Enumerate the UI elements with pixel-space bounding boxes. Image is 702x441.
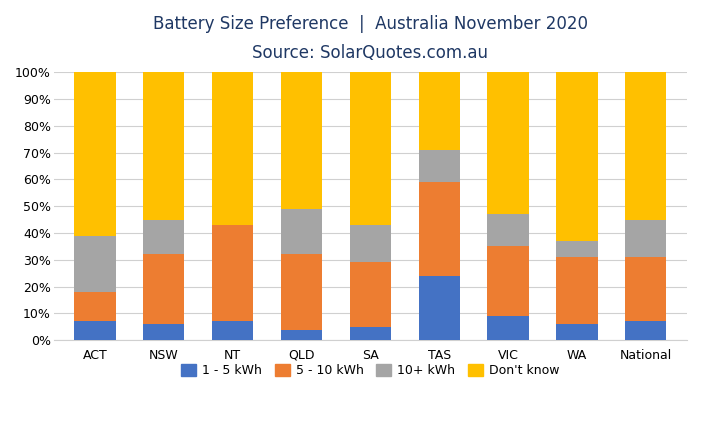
Bar <box>281 209 322 254</box>
Bar <box>350 72 391 225</box>
Bar <box>281 254 322 329</box>
Bar <box>487 72 529 214</box>
Bar <box>350 262 391 327</box>
Bar <box>212 225 253 321</box>
Bar <box>625 220 666 257</box>
Legend: 1 - 5 kWh, 5 - 10 kWh, 10+ kWh, Don't know: 1 - 5 kWh, 5 - 10 kWh, 10+ kWh, Don't kn… <box>176 359 564 382</box>
Bar <box>350 327 391 340</box>
Bar <box>74 292 116 321</box>
Bar <box>625 257 666 321</box>
Bar <box>143 324 185 340</box>
Bar <box>625 321 666 340</box>
Bar <box>487 214 529 247</box>
Title: Battery Size Preference  |  Australia November 2020
Source: SolarQuotes.com.au: Battery Size Preference | Australia Nove… <box>153 15 588 62</box>
Bar <box>143 220 185 254</box>
Bar <box>143 254 185 324</box>
Bar <box>281 329 322 340</box>
Bar <box>281 72 322 209</box>
Bar <box>74 235 116 292</box>
Bar <box>212 321 253 340</box>
Bar <box>556 241 597 257</box>
Bar <box>74 321 116 340</box>
Bar <box>556 257 597 324</box>
Bar <box>418 182 460 276</box>
Bar <box>556 72 597 241</box>
Bar <box>418 150 460 182</box>
Bar <box>143 72 185 220</box>
Bar <box>487 247 529 316</box>
Bar <box>212 72 253 225</box>
Bar <box>625 72 666 220</box>
Bar <box>418 72 460 150</box>
Bar <box>487 316 529 340</box>
Bar <box>556 324 597 340</box>
Bar <box>74 72 116 235</box>
Bar <box>418 276 460 340</box>
Bar <box>350 225 391 262</box>
